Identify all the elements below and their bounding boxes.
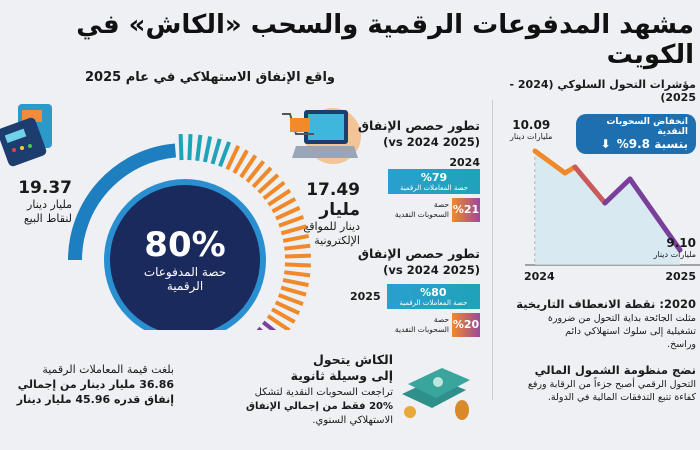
- ring-tick: [202, 136, 213, 163]
- ring-tick: [280, 285, 307, 297]
- ring-tick: [271, 307, 296, 324]
- decline-badge: انخفاض السحوبات النقدية بنسبة 9.8% ⬇: [576, 114, 696, 154]
- ring-tick: [178, 134, 184, 161]
- share-block-2024: تطور حصص الإنفاق (2025 vs 2024) 2024 %79…: [350, 118, 480, 246]
- section-2020: 2020: نقطة الانعطاف التاريخية مثلت الجائ…: [516, 297, 696, 350]
- ring-tick: [284, 243, 311, 251]
- pos-stat: 19.37 مليار دينار لنقاط البيع: [18, 178, 72, 225]
- start-label: 10.09 مليارات دينار: [510, 118, 553, 141]
- cash-share-bar: %20: [452, 313, 480, 337]
- divider: [492, 100, 493, 400]
- ring-tick: [257, 173, 280, 194]
- summary-text: بلغت قيمة المعاملات الرقمية 36.86 مليار …: [16, 363, 174, 406]
- pos-share-arc: [68, 143, 177, 261]
- right-panel-title: مؤشرات التحول السلوكي (2024 - 2025): [509, 78, 696, 104]
- cash-share-bar: %21: [452, 198, 480, 222]
- arrow-down-icon: ⬇: [600, 137, 611, 151]
- laptop-shopping-icon: [282, 108, 361, 164]
- ring-tick: [280, 224, 307, 236]
- line-segment: [532, 148, 568, 176]
- line-segment: [627, 176, 683, 253]
- cash-section: الكاش يتحول إلى وسيلة ثانوية تراجعت السح…: [246, 352, 393, 426]
- ring-tick: [232, 149, 249, 174]
- cash-withdrawals-line-chart: [525, 148, 700, 266]
- line-segment: [572, 164, 608, 206]
- ring-tick: [210, 138, 222, 165]
- ring-tick: [274, 300, 301, 316]
- ring-tick: [218, 141, 231, 168]
- digital-share-ring: [68, 134, 311, 330]
- ring-tick: [245, 160, 266, 183]
- x-tick-2025: 2025: [665, 270, 696, 283]
- ring-tick: [225, 144, 241, 171]
- pos-terminal-icon: [0, 104, 52, 167]
- ring-tick: [251, 166, 273, 189]
- ring-tick: [262, 180, 286, 201]
- line-segment: [602, 176, 633, 206]
- center-label: 80% حصة المدفوعات الرقمية: [143, 225, 227, 293]
- ring-tick: [271, 197, 297, 214]
- digital-share-bar: %79 حصة المعاملات الرقمية: [388, 169, 480, 194]
- online-stat: 17.49 مليار دينار للمواقع الإلكترونية: [303, 180, 360, 247]
- shares-column: تطور حصص الإنفاق (2025 vs 2024) 2024 %79…: [350, 118, 480, 366]
- ring-tick: [239, 154, 258, 179]
- ring-tick: [284, 253, 311, 259]
- share-block-2025: تطور حصص الإنفاق (2025 vs 2024) 2025 %80…: [350, 246, 480, 366]
- ring-tick: [278, 215, 305, 228]
- ring-tick: [267, 188, 292, 207]
- digital-share-bar: %80 حصة المعاملات الرقمية: [386, 284, 480, 309]
- ring-tick: [187, 134, 193, 161]
- ring-tick: [266, 314, 291, 330]
- end-label: 9.10 مليارات دينار: [653, 236, 696, 259]
- ring-tick: [275, 205, 301, 221]
- ring-tick: [195, 134, 203, 161]
- ring-tick: [277, 293, 304, 306]
- center-disc: [104, 179, 266, 330]
- page-title: مشهد المدفوعات الرقمية والسحب «الكاش» في…: [76, 10, 694, 70]
- ring-tick: [284, 270, 311, 278]
- ring-tick: [282, 277, 309, 288]
- subtitle: واقع الإنفاق الاستهلاكي في عام 2025: [85, 70, 335, 85]
- x-tick-2024: 2024: [524, 270, 555, 283]
- ring-tick: [262, 320, 277, 330]
- ring-tick: [282, 233, 310, 243]
- ring-tick: [284, 262, 311, 268]
- section-financial-inclusion: نضج منظومة الشمول المالي التحول الرقمي أ…: [527, 363, 696, 403]
- area-fill: [535, 151, 680, 265]
- cash-money-icon: [402, 368, 470, 420]
